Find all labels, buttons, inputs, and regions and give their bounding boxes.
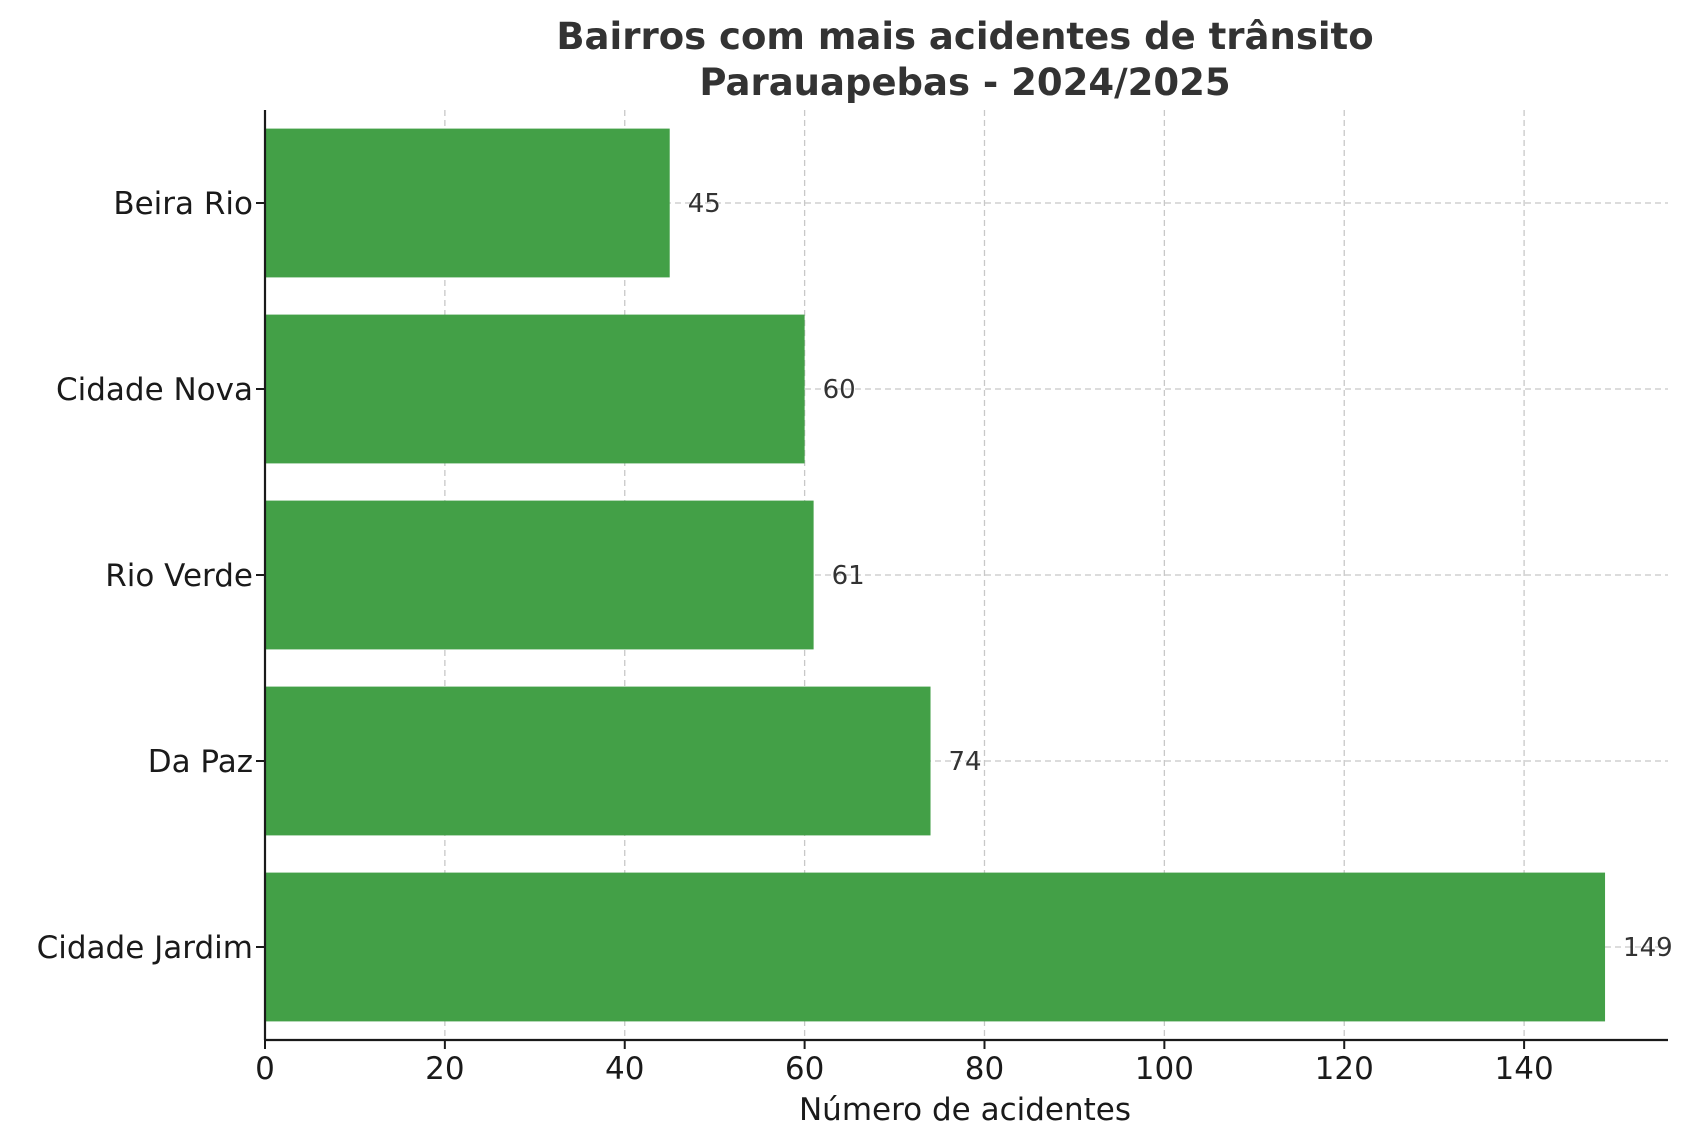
category-label-rio-verde: Rio Verde	[105, 558, 253, 594]
category-label-cidade-nova: Cidade Nova	[56, 372, 253, 408]
value-label-cidade-jardim: 149	[1623, 933, 1673, 963]
x-tick-label-120: 120	[1315, 1051, 1374, 1087]
bar-rio-verde	[265, 500, 814, 650]
chart-title-line-1: Bairros com mais acidentes de trânsito	[556, 15, 1373, 58]
value-label-beira-rio: 45	[688, 189, 721, 219]
x-tick-label-40: 40	[605, 1051, 644, 1087]
category-label-da-paz: Da Paz	[148, 744, 253, 780]
bar-cidade-jardim	[265, 872, 1606, 1022]
chart-title: Bairros com mais acidentes de trânsito P…	[556, 15, 1373, 104]
category-label-cidade-jardim: Cidade Jardim	[37, 930, 253, 966]
chart-title-line-2: Parauapebas - 2024/2025	[699, 61, 1230, 104]
labels: 0 20 40 60 80 100 120 140 Beira Rio Cidade Nova Ri…	[37, 186, 1673, 1087]
category-label-beira-rio: Beira Rio	[113, 186, 253, 222]
value-label-da-paz: 74	[949, 747, 982, 777]
x-tick-label-20: 20	[425, 1051, 464, 1087]
x-tick-label-140: 140	[1495, 1051, 1554, 1087]
x-tick-label-80: 80	[965, 1051, 1004, 1087]
bar-da-paz	[265, 686, 931, 836]
value-label-cidade-nova: 60	[823, 375, 856, 405]
value-label-rio-verde: 61	[832, 561, 865, 591]
bar-beira-rio	[265, 128, 670, 278]
x-axis-label: Número de acidentes	[799, 1092, 1131, 1128]
x-tick-label-0: 0	[255, 1051, 275, 1087]
bars	[265, 128, 1606, 1022]
x-tick-label-60: 60	[785, 1051, 824, 1087]
bar-cidade-nova	[265, 314, 805, 464]
x-tick-label-100: 100	[1135, 1051, 1194, 1087]
axes	[256, 110, 1668, 1049]
